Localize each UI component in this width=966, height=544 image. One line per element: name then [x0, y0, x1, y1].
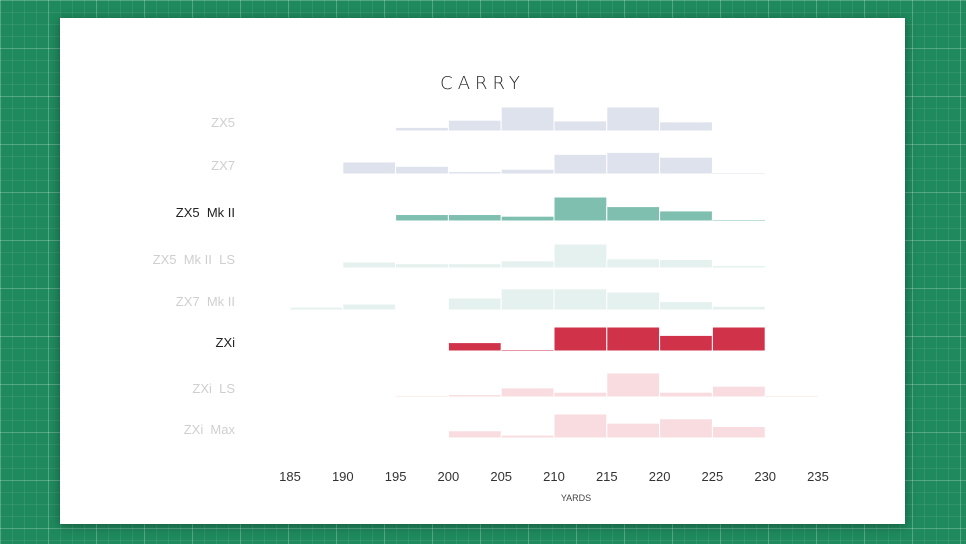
bar-zxi-max-215 [606, 422, 661, 439]
series-label-zxi-max: ZXi Max [184, 422, 236, 437]
series-label-zx7: ZX7 [211, 158, 235, 173]
bar-zxi-ls-220 [659, 391, 713, 398]
histogram-bars [289, 106, 819, 439]
bar-zx5-mk-ii-ls-190 [342, 261, 397, 269]
x-tick-205: 205 [490, 469, 512, 484]
bar-zx7-220 [659, 156, 713, 175]
x-tick-185: 185 [279, 469, 301, 484]
bar-zx5-mk-ii-210 [553, 196, 608, 222]
chart-card: CARRY ZX5 ZX7 ZX5 Mk II ZX5 Mk II LS ZX7 Mk … [60, 18, 905, 524]
bar-zx7-225 [711, 172, 766, 175]
series-label-zx7-mk-ii: ZX7 Mk II [176, 294, 235, 309]
bar-zx7-mk-ii-205 [500, 288, 555, 311]
series-label-zx5-mk-ii-ls: ZX5 Mk II LS [153, 252, 236, 267]
bar-zxi-225 [711, 326, 766, 352]
series-label-zx5: ZX5 [211, 115, 235, 130]
bar-zx5-mk-ii-220 [659, 210, 713, 222]
bar-zx7-205 [500, 168, 555, 175]
x-tick-210: 210 [543, 469, 565, 484]
bar-zx5-mk-ii-215 [606, 206, 661, 222]
bar-zx7-mk-ii-190 [342, 303, 397, 311]
x-tick-225: 225 [702, 469, 724, 484]
bar-zx5-mk-ii-ls-205 [500, 260, 555, 269]
bar-zx5-mk-ii-ls-210 [553, 243, 608, 269]
bar-zxi-220 [659, 334, 713, 352]
bar-zx7-mk-ii-215 [606, 291, 661, 311]
row-labels: ZX5 ZX7 ZX5 Mk II ZX5 Mk II LS ZX7 Mk II ZXi Z… [153, 115, 236, 437]
bar-zx5-mk-ii-225 [711, 219, 766, 222]
bar-zx7-190 [342, 161, 397, 175]
bar-zxi-max-205 [500, 434, 555, 439]
bar-zxi-max-225 [711, 425, 766, 439]
x-tick-230: 230 [754, 469, 776, 484]
bar-zx5-mk-ii-195 [395, 214, 449, 222]
bar-zx5-mk-ii-ls-200 [447, 263, 502, 269]
bar-zx5-mk-ii-ls-195 [395, 263, 449, 269]
bar-zxi-205 [500, 349, 555, 352]
bar-zx7-200 [447, 171, 502, 175]
x-axis-ticks: 185 190 195 200 205 210 215 220 225 230 235 [279, 469, 829, 484]
x-tick-190: 190 [332, 469, 354, 484]
bar-zx5-220 [659, 121, 713, 132]
x-tick-200: 200 [438, 469, 460, 484]
bar-zx7-mk-ii-220 [659, 301, 713, 311]
bar-zxi-210 [553, 326, 608, 352]
bar-zx5-205 [500, 106, 555, 132]
bar-zxi-215 [606, 326, 661, 352]
bar-zx5-mk-ii-ls-215 [606, 258, 661, 269]
bar-zx5-mk-ii-ls-225 [711, 265, 766, 269]
histogram-chart: ZX5 ZX7 ZX5 Mk II ZX5 Mk II LS ZX7 Mk II ZXi Z… [153, 106, 829, 503]
bar-zxi-ls-215 [606, 372, 661, 398]
bar-zx7-195 [395, 165, 449, 175]
bar-zx7-mk-ii-225 [711, 305, 766, 311]
bar-zxi-max-220 [659, 418, 713, 439]
x-tick-195: 195 [385, 469, 407, 484]
series-label-zxi: ZXi [216, 335, 236, 350]
bar-zx5-mk-ii-200 [447, 214, 502, 222]
bar-zxi-200 [447, 342, 502, 352]
x-tick-220: 220 [649, 469, 671, 484]
bar-zxi-ls-225 [711, 385, 766, 398]
chart-title: CARRY [440, 73, 525, 94]
bar-zxi-ls-230 [764, 395, 819, 398]
x-tick-215: 215 [596, 469, 618, 484]
bar-zx7-210 [553, 153, 608, 175]
bar-zx5-215 [606, 106, 661, 132]
bar-zx7-215 [606, 151, 661, 175]
x-tick-235: 235 [807, 469, 829, 484]
bar-zx5-mk-ii-ls-220 [659, 259, 713, 269]
bar-zx5-200 [447, 119, 502, 132]
x-axis-label: YARDS [561, 493, 591, 503]
bar-zx5-210 [553, 120, 608, 132]
bar-zxi-ls-200 [447, 394, 502, 398]
bar-zxi-ls-195 [395, 395, 449, 398]
bar-zx5-mk-ii-205 [500, 215, 555, 222]
bar-zx7-mk-ii-200 [447, 297, 502, 311]
series-label-zxi-ls: ZXi LS [192, 381, 235, 396]
bar-zxi-ls-210 [553, 391, 608, 398]
bar-zxi-max-210 [553, 413, 608, 439]
bar-zx7-mk-ii-185 [289, 306, 344, 311]
series-label-zx5-mk-ii: ZX5 Mk II [176, 205, 235, 220]
bar-zx5-195 [395, 126, 449, 132]
bar-zx7-mk-ii-210 [553, 288, 608, 311]
bar-zxi-ls-205 [500, 387, 555, 398]
bar-zxi-max-200 [447, 430, 502, 439]
